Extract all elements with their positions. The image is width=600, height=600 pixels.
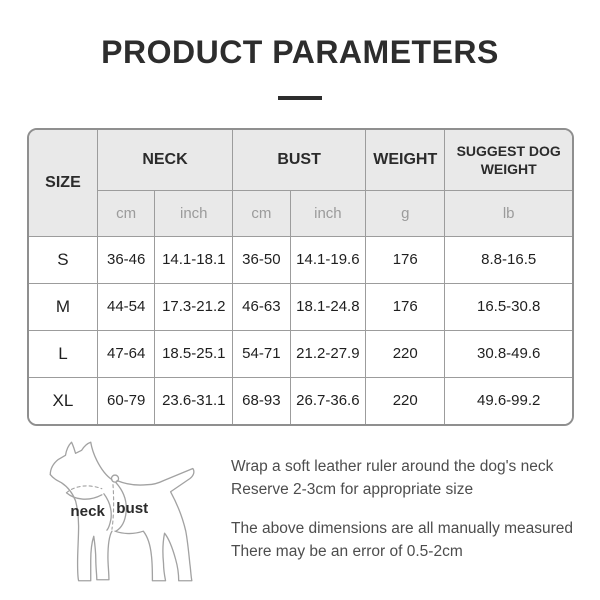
size-cell: M (29, 283, 98, 331)
unit-suggest-lb: lb (444, 190, 572, 237)
size-cell: S (29, 236, 98, 284)
weight-cell: 220 (365, 330, 446, 378)
table-row-s: S 36-46 14.1-18.1 36-50 14.1-19.6 176 8.… (29, 236, 572, 284)
neck-label: neck (70, 503, 105, 520)
header-neck: NECK (97, 130, 234, 191)
header-bust: BUST (232, 130, 367, 191)
harness-girth-strap-inner (103, 493, 112, 531)
note-measure: Wrap a soft leather ruler around the dog… (231, 455, 581, 501)
table-header-row: SIZE NECK BUST WEIGHT SUGGEST DOG WEIGHT (29, 130, 572, 237)
suggest-weight-cell: 8.8-16.5 (444, 236, 572, 284)
neck-cm-cell: 60-79 (97, 377, 156, 424)
note-tolerance: The above dimensions are all manually me… (231, 517, 581, 563)
neck-inch-cell: 23.6-31.1 (154, 377, 234, 424)
size-cell: XL (29, 377, 98, 424)
weight-cell: 176 (365, 236, 446, 284)
title-underline (278, 96, 322, 100)
note-measure-line2: Reserve 2-3cm for appropriate size (231, 481, 474, 498)
note-measure-line1: Wrap a soft leather ruler around the dog… (231, 458, 554, 475)
neck-inch-cell: 18.5-25.1 (154, 330, 234, 378)
neck-cm-cell: 36-46 (97, 236, 156, 284)
table-row-m: M 44-54 17.3-21.2 46-63 18.1-24.8 176 16… (29, 283, 572, 331)
unit-bust-inch: inch (290, 190, 367, 237)
weight-cell: 220 (365, 377, 446, 424)
neck-cm-cell: 44-54 (97, 283, 156, 331)
harness-girth-strap-outer (115, 481, 127, 532)
header-size: SIZE (29, 130, 98, 237)
measurement-notes: Wrap a soft leather ruler around the dog… (231, 455, 581, 579)
header-suggest-dog-weight: SUGGEST DOG WEIGHT (444, 130, 572, 191)
header-weight: WEIGHT (365, 130, 446, 191)
table-units-row: cm inch cm inch g lb (29, 190, 572, 237)
bust-label: bust (116, 500, 148, 517)
dog-chest-legs-outline (49, 473, 113, 582)
harness-collar-strap-hidden (65, 485, 103, 494)
neck-inch-cell: 14.1-18.1 (154, 236, 234, 284)
bust-inch-cell: 26.7-36.6 (290, 377, 367, 424)
unit-neck-inch: inch (154, 190, 234, 237)
size-cell: L (29, 330, 98, 378)
note-tolerance-line1: The above dimensions are all manually me… (231, 520, 574, 537)
dog-head-outline (49, 441, 113, 481)
dog-measurement-diagram: neck bust (49, 441, 195, 582)
bust-cm-cell: 46-63 (232, 283, 291, 331)
suggest-weight-cell: 49.6-99.2 (444, 377, 572, 424)
page-title: PRODUCT PARAMETERS (101, 34, 499, 70)
bust-cm-cell: 54-71 (232, 330, 291, 378)
note-tolerance-line2: There may be an error of 0.5-2cm (231, 543, 463, 560)
harness-collar-strap (65, 492, 103, 500)
bust-inch-cell: 21.2-27.9 (290, 330, 367, 378)
neck-inch-cell: 17.3-21.2 (154, 283, 234, 331)
unit-neck-cm: cm (97, 190, 156, 237)
table-row-l: L 47-64 18.5-25.1 54-71 21.2-27.9 220 30… (29, 330, 572, 378)
table-row-xl: XL 60-79 23.6-31.1 68-93 26.7-36.6 220 4… (29, 377, 572, 424)
neck-cm-cell: 47-64 (97, 330, 156, 378)
size-table-grid: SIZE NECK BUST WEIGHT SUGGEST DOG WEIGHT… (29, 130, 572, 424)
bust-inch-cell: 14.1-19.6 (290, 236, 367, 284)
harness-d-ring (110, 474, 120, 483)
size-table: SIZE NECK BUST WEIGHT SUGGEST DOG WEIGHT… (27, 128, 574, 426)
suggest-weight-cell: 30.8-49.6 (444, 330, 572, 378)
suggest-weight-cell: 16.5-30.8 (444, 283, 572, 331)
unit-weight-g: g (365, 190, 446, 237)
dog-body-outline (114, 467, 195, 582)
measurement-divider-line (111, 484, 115, 530)
bust-inch-cell: 18.1-24.8 (290, 283, 367, 331)
weight-cell: 176 (365, 283, 446, 331)
bust-cm-cell: 68-93 (232, 377, 291, 424)
bust-cm-cell: 36-50 (232, 236, 291, 284)
unit-bust-cm: cm (232, 190, 291, 237)
